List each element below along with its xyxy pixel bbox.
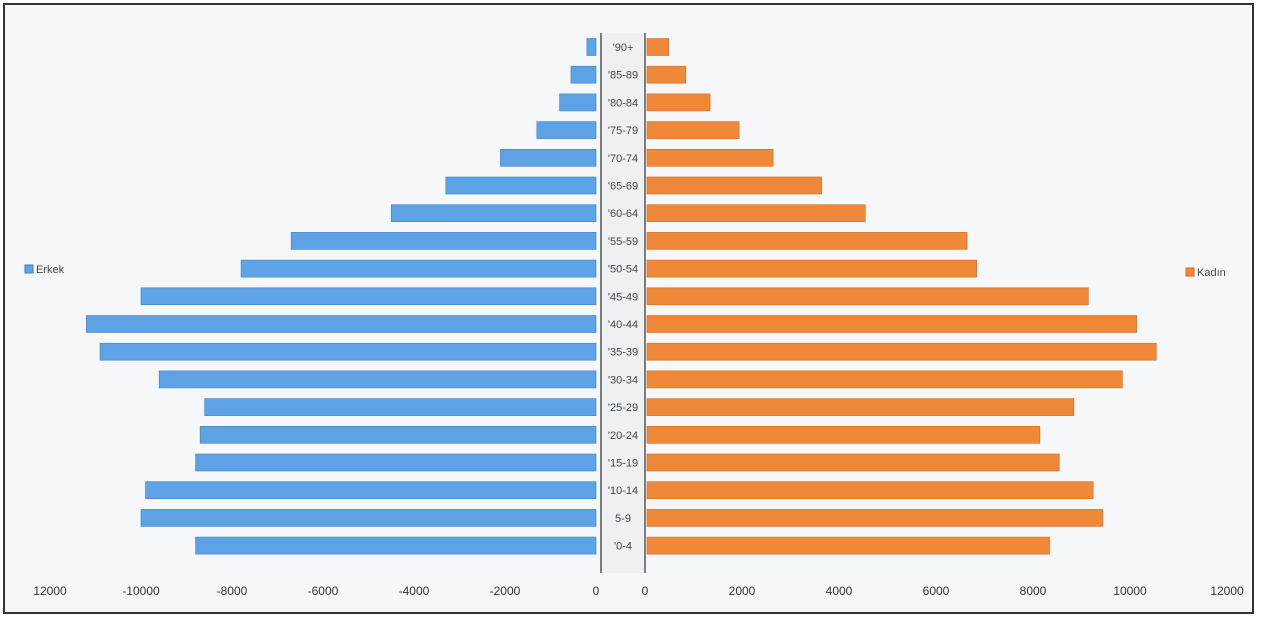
bar-erkek [240, 259, 597, 278]
bar-kadin [646, 481, 1094, 500]
age-group-label: '25-29 [608, 402, 638, 414]
age-group-label: '10-14 [608, 485, 638, 497]
age-group-label: '60-64 [608, 208, 638, 220]
bar-erkek [559, 93, 597, 112]
bar-kadin [646, 232, 968, 250]
age-group-label: '20-24 [608, 430, 638, 442]
bar-kadin [646, 453, 1060, 472]
age-group-label: '50-54 [608, 264, 638, 276]
legend-label-erkek: Erkek [36, 264, 65, 276]
bar-erkek [145, 481, 597, 500]
legend-group: Erkek Kadın [24, 264, 1226, 279]
ticks-group: 12000 -10000 -8000 -6000 -4000 -2000 0 0 2000 400… [33, 584, 1244, 598]
bar-erkek [290, 232, 597, 250]
axes-group [600, 33, 646, 573]
x-tick-left: -6000 [308, 584, 339, 598]
legend-label-kadin: Kadın [1197, 267, 1226, 279]
population-pyramid-chart: '0-4 5-9 '10-14 '15-19 '20-24 '25-29 '30-34 '35… [24, 33, 1244, 598]
bar-kadin [646, 342, 1157, 361]
bar-erkek [195, 536, 597, 555]
x-tick-left: -4000 [399, 584, 430, 598]
bar-kadin [646, 204, 866, 222]
x-tick-right: 12000 [1210, 584, 1244, 598]
age-group-label: '55-59 [608, 236, 638, 248]
bar-erkek [586, 38, 597, 56]
bar-erkek [140, 287, 597, 306]
age-group-label: '0-4 [614, 541, 632, 553]
bar-erkek [195, 453, 597, 472]
bar-erkek [99, 342, 597, 361]
bar-kadin [646, 425, 1041, 444]
x-tick-right: 10000 [1113, 584, 1147, 598]
bar-kadin [646, 121, 740, 139]
bar-kadin [646, 149, 774, 167]
x-tick-left: -2000 [490, 584, 521, 598]
bar-kadin [646, 259, 978, 278]
age-group-label: 5-9 [615, 513, 631, 525]
bar-kadin [646, 315, 1138, 333]
bar-erkek [445, 176, 597, 195]
age-group-label: '70-74 [608, 153, 638, 165]
chart-frame: '0-4 5-9 '10-14 '15-19 '20-24 '25-29 '30-34 '35… [3, 3, 1254, 614]
x-tick-left: 0 [593, 584, 600, 598]
x-tick-left: -10000 [122, 584, 160, 598]
bar-kadin [646, 536, 1050, 555]
age-group-label: '80-84 [608, 97, 638, 109]
bars-group [86, 38, 1157, 555]
x-tick-left: 12000 [33, 584, 67, 598]
bar-erkek [140, 509, 597, 527]
age-group-label: '40-44 [608, 319, 638, 331]
bar-kadin [646, 509, 1104, 527]
bar-kadin [646, 287, 1089, 306]
bar-kadin [646, 398, 1075, 416]
x-tick-right: 0 [642, 584, 649, 598]
bar-erkek [570, 65, 597, 84]
age-group-label: '65-69 [608, 181, 638, 193]
age-group-label: '85-89 [608, 70, 638, 82]
bar-erkek [390, 204, 597, 222]
bar-kadin [646, 65, 687, 84]
age-group-label: '30-34 [608, 374, 638, 386]
x-tick-right: 4000 [826, 584, 853, 598]
legend-swatch-erkek [24, 264, 34, 274]
age-group-label: '90+ [613, 42, 634, 54]
x-tick-right: 2000 [729, 584, 756, 598]
x-tick-left: -8000 [217, 584, 248, 598]
bar-kadin [646, 176, 822, 195]
age-group-label: '75-79 [608, 125, 638, 137]
bar-erkek [158, 370, 597, 389]
bar-erkek [199, 425, 597, 444]
bar-kadin [646, 370, 1123, 389]
age-group-label: '15-19 [608, 458, 638, 470]
age-labels-group: '0-4 5-9 '10-14 '15-19 '20-24 '25-29 '30-34 '35… [608, 42, 638, 553]
x-tick-right: 6000 [923, 584, 950, 598]
bar-erkek [86, 315, 597, 333]
age-group-label: '35-39 [608, 347, 638, 359]
bar-kadin [646, 93, 711, 112]
center-label-column [601, 33, 645, 573]
bar-erkek [536, 121, 597, 139]
legend-swatch-kadin [1185, 267, 1195, 277]
age-group-label: '45-49 [608, 291, 638, 303]
bar-erkek [500, 149, 597, 167]
x-tick-right: 8000 [1020, 584, 1047, 598]
bar-erkek [204, 398, 597, 416]
bar-kadin [646, 38, 670, 56]
